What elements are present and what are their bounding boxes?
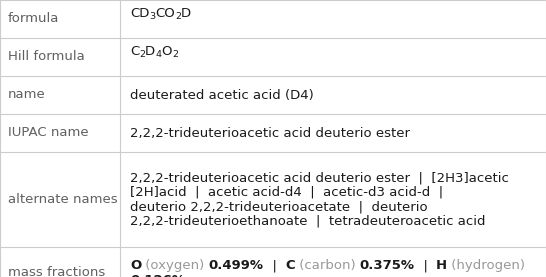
Text: CD: CD — [130, 7, 150, 20]
Text: deuterated acetic acid (D4): deuterated acetic acid (D4) — [130, 88, 314, 101]
Text: 0.126%: 0.126% — [130, 274, 185, 277]
Text: D: D — [181, 7, 192, 20]
Text: 4: 4 — [156, 50, 162, 59]
Text: [2H]acid  |  acetic acid-d4  |  acetic-d3 acid-d  |: [2H]acid | acetic acid-d4 | acetic-d3 ac… — [130, 186, 443, 199]
Text: |: | — [414, 259, 436, 272]
Text: 2: 2 — [139, 50, 145, 59]
Text: formula: formula — [8, 12, 60, 25]
Text: 3: 3 — [150, 12, 156, 21]
Text: C: C — [130, 45, 139, 58]
Text: O: O — [162, 45, 172, 58]
Text: (oxygen): (oxygen) — [141, 259, 209, 272]
Text: 0.375%: 0.375% — [360, 259, 414, 272]
Text: mass fractions: mass fractions — [8, 266, 105, 277]
Text: 2,2,2-trideuterioacetic acid deuterio ester  |  [2H3]acetic: 2,2,2-trideuterioacetic acid deuterio es… — [130, 171, 509, 184]
Text: deuterio 2,2,2-trideuterioacetate  |  deuterio: deuterio 2,2,2-trideuterioacetate | deut… — [130, 200, 428, 213]
Text: H: H — [436, 259, 447, 272]
Text: Hill formula: Hill formula — [8, 50, 85, 63]
Text: 2,2,2-trideuterioacetic acid deuterio ester: 2,2,2-trideuterioacetic acid deuterio es… — [130, 127, 410, 140]
Text: |: | — [264, 259, 285, 272]
Text: C: C — [285, 259, 295, 272]
Text: IUPAC name: IUPAC name — [8, 127, 88, 140]
Text: O: O — [130, 259, 141, 272]
Text: D: D — [145, 45, 156, 58]
Text: 2,2,2-trideuterioethanoate  |  tetradeuteroacetic acid: 2,2,2-trideuterioethanoate | tetradeuter… — [130, 215, 485, 228]
Text: 2: 2 — [175, 12, 181, 21]
Text: (carbon): (carbon) — [295, 259, 360, 272]
Text: 2: 2 — [172, 50, 178, 59]
Text: alternate names: alternate names — [8, 193, 117, 206]
Text: (hydrogen): (hydrogen) — [447, 259, 525, 272]
Text: CO: CO — [156, 7, 175, 20]
Text: name: name — [8, 88, 46, 101]
Text: 0.499%: 0.499% — [209, 259, 264, 272]
